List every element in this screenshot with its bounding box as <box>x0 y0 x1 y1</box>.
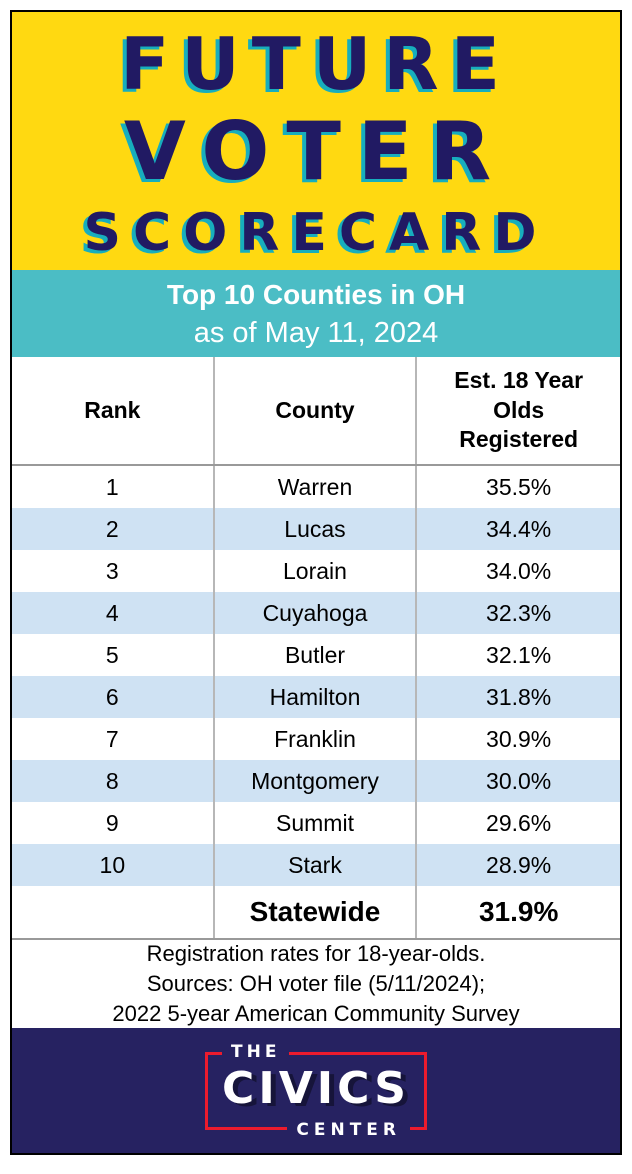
rank-cell: 1 <box>12 466 215 508</box>
logo-civics-label: CIVICS <box>222 1062 410 1114</box>
table-row: 1 Warren 35.5% <box>12 466 620 508</box>
table-row: 6 Hamilton 31.8% <box>12 676 620 718</box>
table-header-row: Rank County Est. 18 Year Olds Registered <box>12 357 620 466</box>
footnote-line-2: Sources: OH voter file (5/11/2024); <box>146 971 486 996</box>
county-cell: Hamilton <box>215 676 418 718</box>
county-cell: Cuyahoga <box>215 592 418 634</box>
civics-center-logo: THE CIVICS CENTER <box>205 1041 427 1140</box>
county-cell: Butler <box>215 634 418 676</box>
banner-line-2: as of May 11, 2024 <box>193 316 439 349</box>
footnote: Registration rates for 18-year-olds. Sou… <box>12 940 620 1028</box>
pct-cell: 32.1% <box>486 641 552 668</box>
rank-cell: 2 <box>12 508 215 550</box>
county-cell: Summit <box>215 802 418 844</box>
rank-cell: 7 <box>12 718 215 760</box>
header-registered: Est. 18 Year Olds Registered <box>454 366 584 453</box>
table-row: 8 Montgomery 30.0% <box>12 760 620 802</box>
rank-cell: 3 <box>12 550 215 592</box>
table-row: 4 Cuyahoga 32.3% <box>12 592 620 634</box>
table-body: 1 Warren 35.5% 2 Lucas 34.4% 3 Lorain 34.0% 4 Cuya… <box>12 466 620 886</box>
header-rank: Rank <box>12 357 215 464</box>
hero-title-block: FUTURE VOTER SCORECARD <box>12 12 620 270</box>
title-line-scorecard: SCORECARD <box>83 202 549 263</box>
table-row: 7 Franklin 30.9% <box>12 718 620 760</box>
county-cell: Lucas <box>215 508 418 550</box>
pct-cell: 29.6% <box>486 809 552 836</box>
rank-cell: 5 <box>12 634 215 676</box>
pct-cell: 34.0% <box>486 557 552 584</box>
county-cell: Stark <box>215 844 418 886</box>
county-cell: Franklin <box>215 718 418 760</box>
summary-row: Statewide 31.9% <box>12 886 620 940</box>
rank-cell: 4 <box>12 592 215 634</box>
county-cell: Montgomery <box>215 760 418 802</box>
county-cell: Warren <box>215 466 418 508</box>
rank-cell: 6 <box>12 676 215 718</box>
table-row: 9 Summit 29.6% <box>12 802 620 844</box>
title-line-voter: VOTER <box>123 104 509 198</box>
rank-cell: 9 <box>12 802 215 844</box>
pct-cell: 31.8% <box>486 683 552 710</box>
table-row: 10 Stark 28.9% <box>12 844 620 886</box>
pct-cell: 35.5% <box>486 473 552 500</box>
banner-line-1: Top 10 Counties in OH <box>166 278 466 310</box>
footnote-line-1: Registration rates for 18-year-olds. <box>146 941 486 966</box>
table-row: 3 Lorain 34.0% <box>12 550 620 592</box>
header-county: County <box>215 357 418 464</box>
pct-cell: 30.9% <box>486 725 552 752</box>
rank-cell: 8 <box>12 760 215 802</box>
county-cell: Lorain <box>215 550 418 592</box>
rank-cell: 10 <box>12 844 215 886</box>
scorecard-poster: FUTURE VOTER SCORECARD Top 10 Counties i… <box>10 10 622 1155</box>
summary-county-cell: Statewide <box>215 886 418 938</box>
logo-center-label: CENTER <box>287 1119 410 1140</box>
footer-bar: THE CIVICS CENTER <box>12 1028 620 1153</box>
summary-pct-cell: 31.9% <box>478 896 559 927</box>
table-row: 2 Lucas 34.4% <box>12 508 620 550</box>
pct-cell: 32.3% <box>486 599 552 626</box>
footnote-line-3: 2022 5-year American Community Survey <box>112 1001 520 1026</box>
pct-cell: 34.4% <box>486 515 552 542</box>
pct-cell: 28.9% <box>486 851 552 878</box>
table-row: 5 Butler 32.1% <box>12 634 620 676</box>
logo-the-label: THE <box>222 1041 290 1062</box>
pct-cell: 30.0% <box>486 767 552 794</box>
subtitle-banner: Top 10 Counties in OH as of May 11, 2024 <box>12 270 620 357</box>
summary-rank-cell <box>12 886 215 938</box>
title-line-future: FUTURE <box>120 21 512 106</box>
